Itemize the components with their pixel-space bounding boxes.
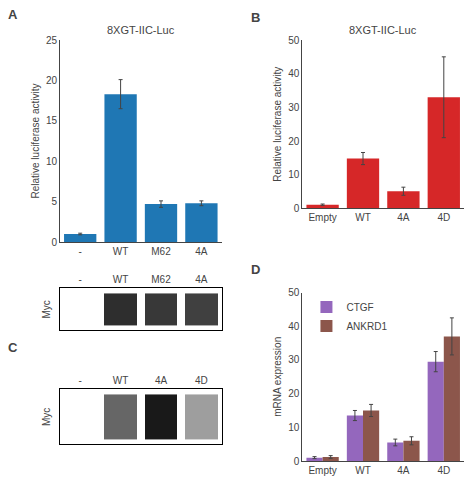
svg-text:0: 0	[294, 456, 300, 467]
svg-text:M62: M62	[151, 274, 171, 285]
svg-text:20: 20	[46, 75, 58, 86]
svg-text:-: -	[79, 246, 82, 257]
svg-text:-: -	[79, 375, 82, 386]
svg-text:ANKRD1: ANKRD1	[346, 321, 387, 332]
svg-text:8XGT-IIC-Luc: 8XGT-IIC-Luc	[349, 24, 417, 36]
svg-text:WT: WT	[113, 375, 129, 386]
svg-text:10: 10	[288, 422, 300, 433]
svg-text:M62: M62	[151, 246, 171, 257]
svg-text:4A: 4A	[195, 274, 208, 285]
svg-text:Myc: Myc	[41, 408, 52, 426]
svg-text:40: 40	[288, 321, 300, 332]
svg-text:4D: 4D	[437, 212, 450, 223]
svg-text:4A: 4A	[397, 212, 410, 223]
svg-text:D: D	[251, 262, 260, 277]
svg-text:Relative luciferase activity: Relative luciferase activity	[30, 84, 41, 199]
svg-text:4D: 4D	[195, 375, 208, 386]
svg-text:Relative luciferase activity: Relative luciferase activity	[272, 67, 283, 182]
svg-text:5: 5	[51, 196, 57, 207]
svg-text:Empty: Empty	[308, 212, 336, 223]
svg-text:Myc: Myc	[41, 300, 52, 318]
svg-text:0: 0	[51, 237, 57, 248]
svg-text:30: 30	[288, 102, 300, 113]
svg-text:4A: 4A	[397, 465, 410, 476]
svg-text:WT: WT	[355, 465, 371, 476]
svg-text:B: B	[251, 10, 260, 25]
svg-text:-: -	[79, 274, 82, 285]
svg-text:4A: 4A	[155, 375, 168, 386]
svg-text:WT: WT	[355, 212, 371, 223]
svg-text:50: 50	[288, 287, 300, 298]
svg-text:10: 10	[288, 169, 300, 180]
svg-text:40: 40	[288, 68, 300, 79]
svg-text:10: 10	[46, 156, 58, 167]
svg-text:A: A	[8, 7, 18, 22]
svg-text:WT: WT	[113, 274, 129, 285]
svg-text:WT: WT	[113, 246, 129, 257]
svg-text:CTGF: CTGF	[346, 302, 373, 313]
svg-text:20: 20	[288, 388, 300, 399]
svg-text:20: 20	[288, 136, 300, 147]
svg-text:30: 30	[288, 354, 300, 365]
svg-text:15: 15	[46, 115, 58, 126]
svg-text:Empty: Empty	[308, 465, 336, 476]
svg-text:8XGT-IIC-Luc: 8XGT-IIC-Luc	[107, 24, 175, 36]
svg-text:25: 25	[46, 35, 58, 46]
svg-text:C: C	[8, 340, 18, 355]
svg-text:4D: 4D	[437, 465, 450, 476]
svg-text:50: 50	[288, 35, 300, 46]
svg-text:0: 0	[294, 203, 300, 214]
svg-text:4A: 4A	[195, 246, 208, 257]
svg-text:mRNA expression: mRNA expression	[272, 337, 283, 417]
